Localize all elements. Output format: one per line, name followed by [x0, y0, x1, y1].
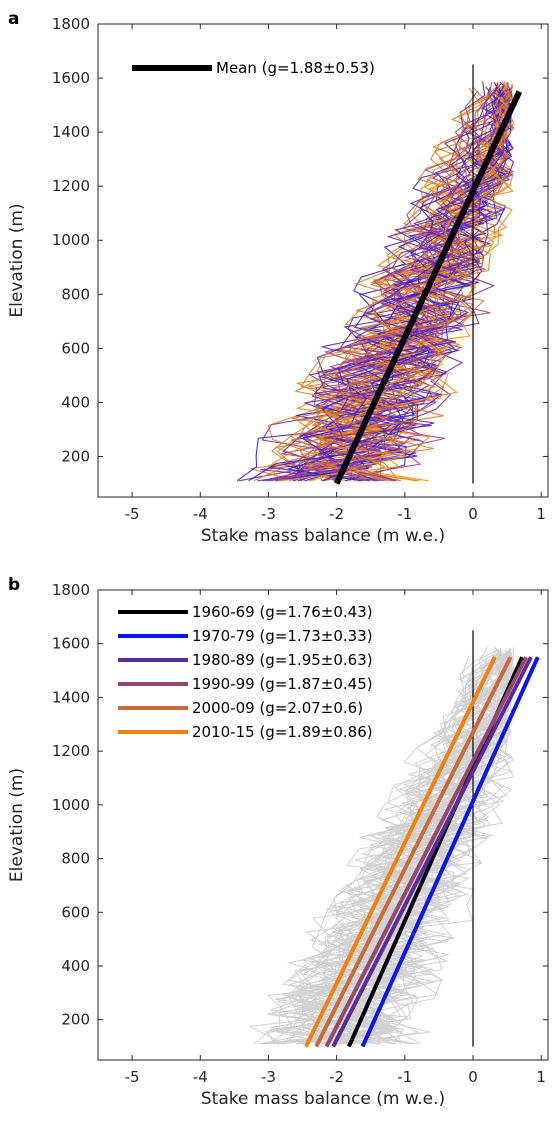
y-tick-label: 400 [61, 393, 90, 411]
stake-profile-line [257, 83, 506, 482]
x-axis-label: Stake mass balance (m w.e.) [201, 1089, 445, 1109]
plot-frame [97, 23, 549, 498]
y-axis-label: Elevation (m) [7, 768, 27, 882]
x-tick-label: -1 [397, 505, 412, 523]
plot-frame [97, 589, 549, 1061]
y-axis-label: Elevation (m) [7, 203, 27, 317]
stake-profile-line [294, 87, 489, 482]
y-tick-label: 1600 [52, 69, 90, 87]
y-tick-label: 200 [61, 1011, 90, 1029]
stake-profile-line [279, 94, 509, 482]
x-tick-label: 1 [536, 505, 546, 523]
series-line-2 [331, 656, 533, 1048]
x-tick-label: 0 [468, 505, 478, 523]
y-tick-label: 1200 [52, 742, 90, 760]
y-tick-label: 1600 [52, 635, 90, 653]
legend: Mean (g=1.88±0.53) [132, 59, 375, 77]
legend-entry-2: 1980-89 (g=1.95±0.63) [192, 651, 373, 669]
legend-entry-3: 1990-99 (g=1.87±0.45) [192, 675, 373, 693]
y-tick-label: 1000 [52, 231, 90, 249]
y-tick-label: 800 [61, 850, 90, 868]
stake-profile-line [281, 663, 511, 1045]
legend-entry-0: Mean (g=1.88±0.53) [216, 59, 375, 77]
legend-entry-4: 2000-09 (g=2.07±0.6) [192, 699, 363, 717]
stake-profile-line [268, 81, 513, 482]
stake-profile-line [269, 646, 489, 1045]
legend-entry-0: 1960-69 (g=1.76±0.43) [192, 603, 373, 621]
x-tick-label: -4 [193, 1068, 208, 1086]
y-tick-label: 1800 [52, 581, 90, 599]
x-tick-label: 1 [536, 1068, 546, 1086]
x-tick-label: -3 [261, 505, 276, 523]
stake-profile-line [301, 656, 513, 1045]
stake-profile-line [317, 95, 513, 482]
y-tick-label: 1200 [52, 177, 90, 195]
y-tick-label: 800 [61, 285, 90, 303]
y-tick-label: 1000 [52, 796, 90, 814]
x-tick-label: -1 [397, 1068, 412, 1086]
series-line-1 [360, 656, 540, 1048]
stake-profile-line [287, 89, 507, 482]
panel-b: -5 -4 -3 -2 -1 0 12004006008001000120014001600… [7, 575, 549, 1109]
panel-a: -5 -4 -3 -2 -1 0 12004006008001000120014001600… [7, 9, 549, 546]
x-axis-label: Stake mass balance (m w.e.) [201, 526, 445, 546]
x-tick-label: -5 [125, 1068, 140, 1086]
stake-profiles [236, 81, 515, 482]
panel-letter: a [8, 9, 19, 29]
series-line-0 [333, 90, 523, 485]
x-tick-label: 0 [468, 1068, 478, 1086]
series-line-3 [324, 656, 528, 1048]
y-tick-label: 200 [61, 447, 90, 465]
x-tick-label: -2 [329, 1068, 344, 1086]
stake-profile-line [248, 93, 512, 482]
stake-profile-line [318, 87, 511, 482]
y-tick-label: 1400 [52, 688, 90, 706]
y-tick-label: 600 [61, 903, 90, 921]
series-line-4 [314, 656, 513, 1048]
panel-letter: b [8, 575, 20, 595]
x-tick-label: -3 [261, 1068, 276, 1086]
x-tick-label: -4 [193, 505, 208, 523]
y-tick-label: 600 [61, 339, 90, 357]
stake-profile-line [275, 92, 499, 482]
y-tick-label: 400 [61, 957, 90, 975]
y-tick-label: 1400 [52, 123, 90, 141]
x-tick-label: -5 [125, 505, 140, 523]
legend-entry-1: 1970-79 (g=1.73±0.33) [192, 627, 373, 645]
stake-profile-line [281, 649, 509, 1045]
x-tick-label: -2 [329, 505, 344, 523]
stake-profile-line [326, 82, 514, 482]
stake-profile-line [274, 94, 493, 482]
y-tick-label: 1800 [52, 15, 90, 33]
stake-profile-line [334, 92, 512, 482]
legend-entry-5: 2010-15 (g=1.89±0.86) [192, 723, 373, 741]
series-line-5 [304, 656, 497, 1048]
legend: 1960-69 (g=1.76±0.43) 1970-79 (g=1.73±0.3… [118, 603, 373, 741]
